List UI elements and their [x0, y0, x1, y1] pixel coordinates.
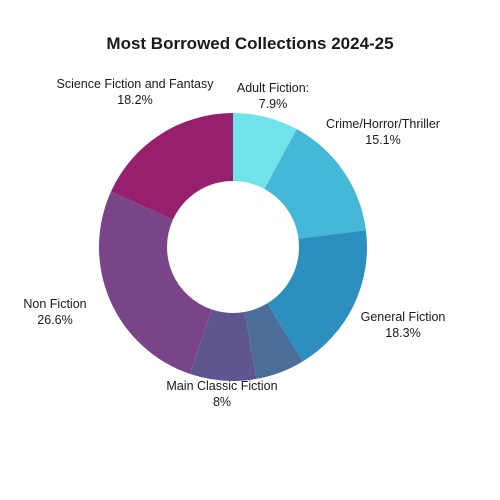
slice-label-name: Science Fiction and Fantasy [56, 77, 214, 91]
slice-label: Crime/Horror/Thriller 15.1% [326, 117, 440, 147]
slice-label: General Fiction 18.3% [361, 310, 446, 340]
slice-label: Non Fiction 26.6% [23, 297, 86, 327]
slice-main-classic-fiction [189, 309, 257, 381]
slice-crime-horror-thriller [264, 129, 366, 239]
chart-title: Most Borrowed Collections 2024-25 [106, 34, 393, 53]
slice-label-value: 7.9% [259, 97, 288, 111]
slice-non-fiction [99, 191, 212, 374]
slice-general-fiction [267, 230, 367, 362]
slice-label: Adult Fiction: 7.9% [237, 81, 309, 111]
slice-adult-fiction [233, 113, 297, 189]
slice-label-name: Main Classic Fiction [166, 379, 277, 393]
slices-group [99, 112, 367, 381]
slice-science-fiction-and-fantasy [111, 112, 233, 220]
slice-label-name: Non Fiction [23, 297, 86, 311]
slice-label-name: General Fiction [361, 310, 446, 324]
slice-label-name: Adult Fiction: [237, 81, 309, 95]
labels-group: Adult Fiction: 7.9% Crime/Horror/Thriller 1… [23, 77, 445, 409]
slice-label: Main Classic Fiction 8% [166, 379, 277, 409]
slice-label-value: 8% [213, 395, 231, 409]
slice-unlabeled-3 [244, 303, 303, 379]
slice-label: Science Fiction and Fantasy 18.2% [56, 77, 214, 107]
slice-label-value: 26.6% [37, 313, 72, 327]
slice-label-value: 18.2% [117, 93, 152, 107]
slice-label-value: 18.3% [385, 326, 420, 340]
slice-label-name: Crime/Horror/Thriller [326, 117, 440, 131]
slice-label-value: 15.1% [365, 133, 400, 147]
